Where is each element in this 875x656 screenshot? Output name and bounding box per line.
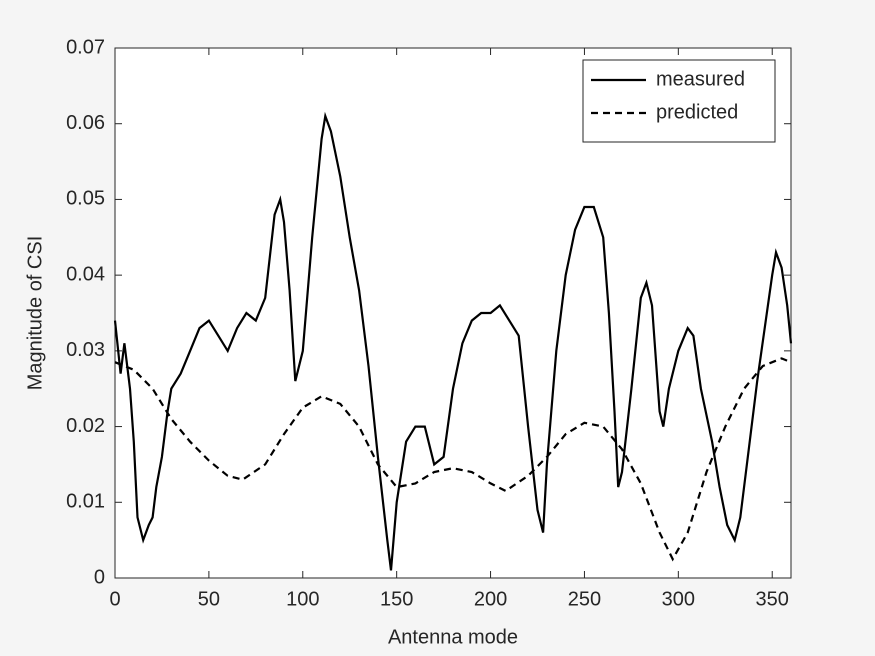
legend-label: measured	[656, 68, 745, 90]
line-series	[114, 357, 792, 562]
x-tick-label: 0	[109, 588, 120, 610]
legend-label: predicted	[656, 101, 738, 123]
y-tick-label: 0.04	[66, 263, 105, 285]
x-tick-label: 350	[756, 588, 789, 610]
line-series	[113, 111, 793, 571]
x-axis-label: Antenna mode	[388, 626, 518, 648]
y-tick-label: 0.05	[66, 188, 105, 210]
y-tick-label: 0.07	[66, 36, 105, 58]
x-tick-label: 200	[474, 588, 507, 610]
legend-box	[582, 59, 776, 143]
y-tick-label: 0.03	[66, 339, 105, 361]
x-tick-label: 50	[198, 588, 220, 610]
y-tick-label: 0.06	[66, 112, 105, 134]
y-tick-label: 0	[94, 566, 105, 588]
y-tick-label: 0.01	[66, 491, 105, 513]
x-tick-label: 150	[380, 588, 413, 610]
x-tick-label: 300	[662, 588, 695, 610]
x-tick-label: 100	[286, 588, 319, 610]
x-tick-label: 250	[568, 588, 601, 610]
y-tick-label: 0.02	[66, 415, 105, 437]
axes-box	[114, 47, 792, 579]
y-axis-label: Magnitude of CSI	[24, 236, 46, 391]
